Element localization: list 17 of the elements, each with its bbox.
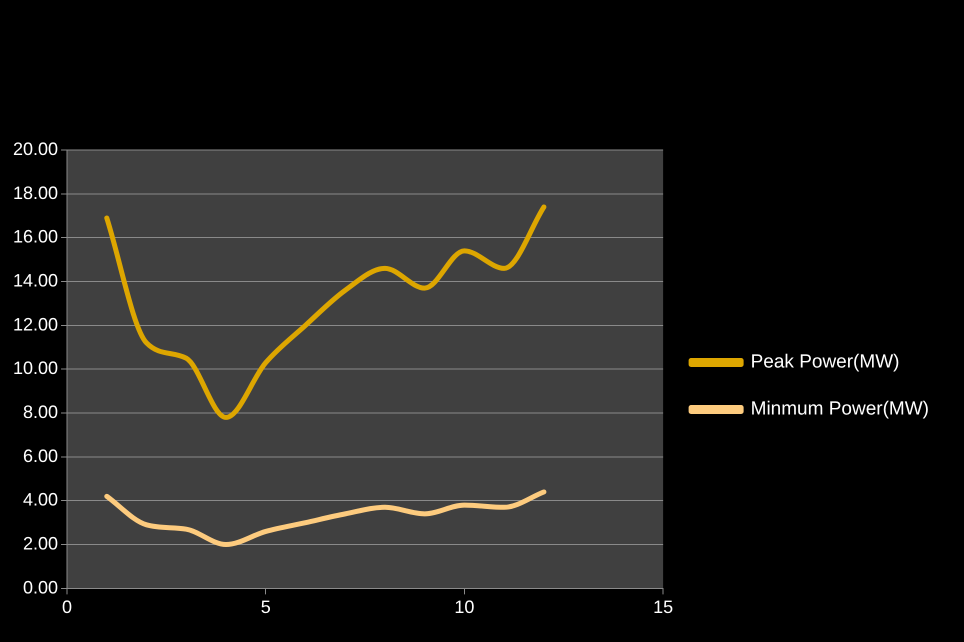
y-tick-label: 4.00 <box>22 490 58 510</box>
x-tick-label: 10 <box>454 597 474 618</box>
y-tick-label: 10.00 <box>12 358 58 378</box>
y-tick-label: 2.00 <box>22 534 58 554</box>
y-tick-label: 0.00 <box>22 577 58 598</box>
x-tick-label: 15 <box>653 597 674 618</box>
x-tick-label: 0 <box>62 597 72 618</box>
y-tick-label: 6.00 <box>22 446 58 466</box>
legend-label: Peak Power(MW) <box>750 352 900 373</box>
y-tick-label: 14.00 <box>12 270 58 290</box>
y-tick-label: 20.00 <box>12 138 58 159</box>
y-tick-label: 8.00 <box>22 402 58 422</box>
y-tick-label: 18.00 <box>12 182 58 203</box>
y-tick-label: 12.00 <box>12 314 58 334</box>
y-tick-label: 16.00 <box>12 226 58 247</box>
x-tick-label: 5 <box>260 597 271 618</box>
legend-label: Minmum Power(MW) <box>750 398 930 420</box>
